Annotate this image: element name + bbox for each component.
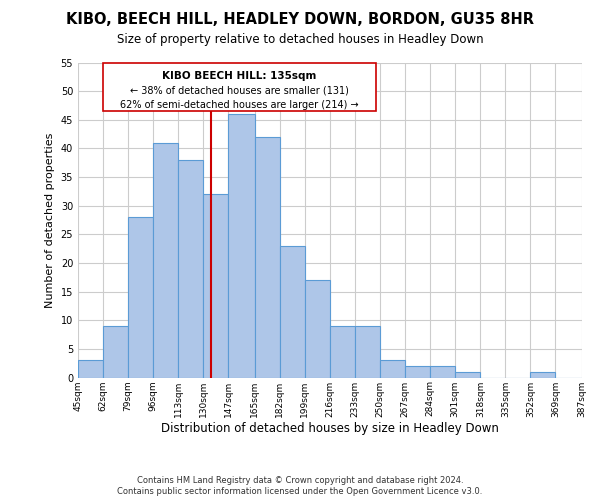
Bar <box>455 372 481 378</box>
Text: Contains public sector information licensed under the Open Government Licence v3: Contains public sector information licen… <box>118 487 482 496</box>
Text: KIBO BEECH HILL: 135sqm: KIBO BEECH HILL: 135sqm <box>162 71 317 81</box>
Bar <box>305 280 330 378</box>
Bar <box>530 372 556 378</box>
Bar <box>128 217 153 378</box>
Bar <box>153 142 178 378</box>
X-axis label: Distribution of detached houses by size in Headley Down: Distribution of detached houses by size … <box>161 422 499 435</box>
Text: 62% of semi-detached houses are larger (214) →: 62% of semi-detached houses are larger (… <box>120 100 359 110</box>
Bar <box>78 360 103 378</box>
Y-axis label: Number of detached properties: Number of detached properties <box>45 132 55 308</box>
Text: KIBO, BEECH HILL, HEADLEY DOWN, BORDON, GU35 8HR: KIBO, BEECH HILL, HEADLEY DOWN, BORDON, … <box>66 12 534 28</box>
Bar <box>405 366 430 378</box>
Bar <box>430 366 455 378</box>
Bar <box>280 246 305 378</box>
Bar <box>178 160 203 378</box>
Bar <box>380 360 405 378</box>
Bar <box>330 326 355 378</box>
Bar <box>203 194 229 378</box>
FancyBboxPatch shape <box>103 62 376 111</box>
Text: Contains HM Land Registry data © Crown copyright and database right 2024.: Contains HM Land Registry data © Crown c… <box>137 476 463 485</box>
Bar <box>355 326 380 378</box>
Bar <box>255 137 280 378</box>
Bar <box>103 326 128 378</box>
Text: Size of property relative to detached houses in Headley Down: Size of property relative to detached ho… <box>116 32 484 46</box>
Text: ← 38% of detached houses are smaller (131): ← 38% of detached houses are smaller (13… <box>130 86 349 96</box>
Bar <box>229 114 255 378</box>
